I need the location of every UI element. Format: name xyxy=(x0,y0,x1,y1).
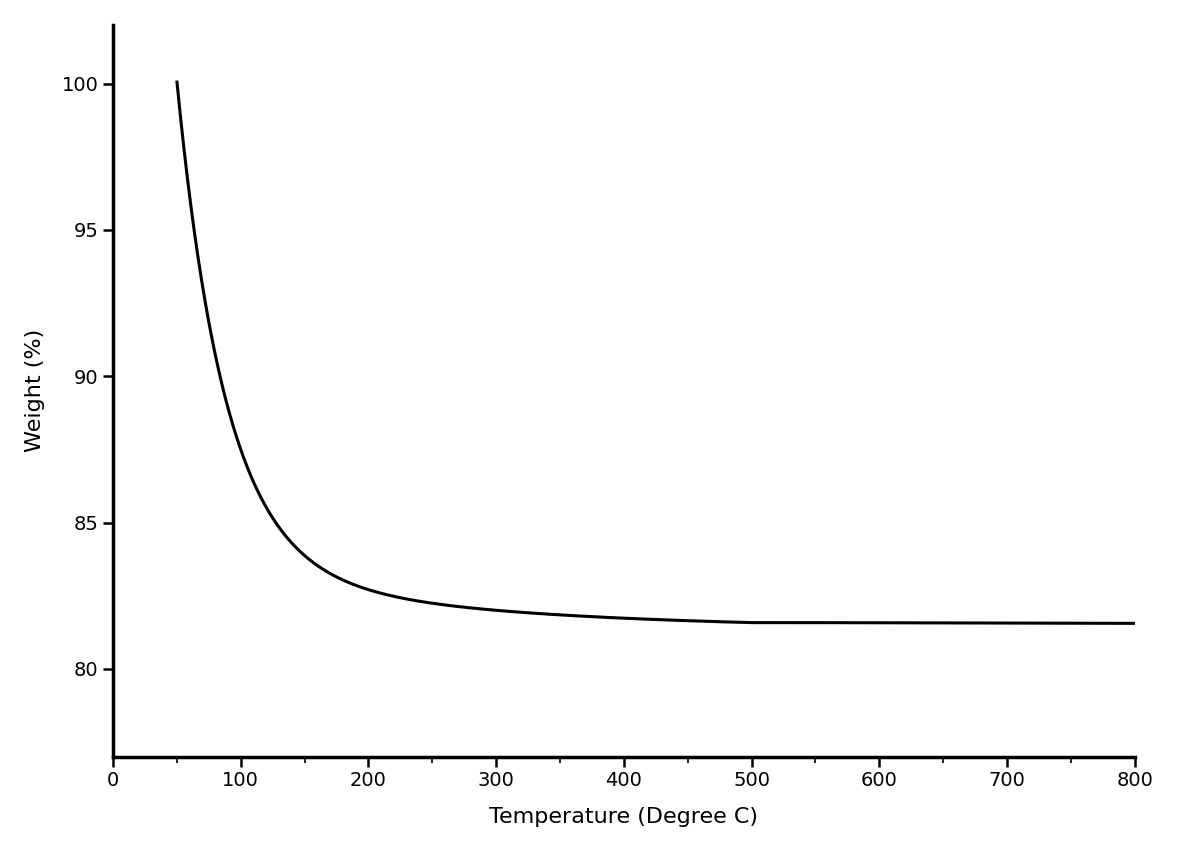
X-axis label: Temperature (Degree C): Temperature (Degree C) xyxy=(489,807,759,827)
Y-axis label: Weight (%): Weight (%) xyxy=(25,329,45,452)
